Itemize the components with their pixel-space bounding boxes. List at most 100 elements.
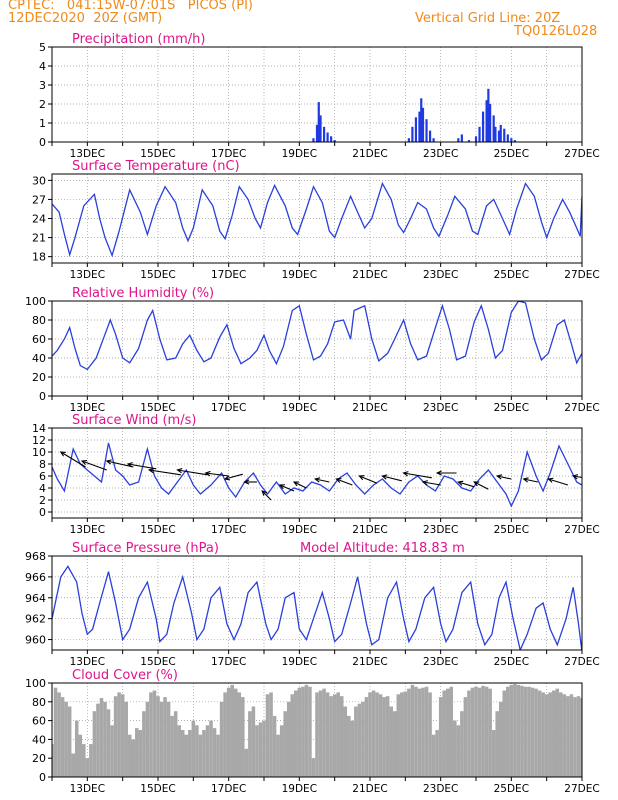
bar	[481, 111, 485, 142]
x-tick-label: 27DEC	[564, 783, 599, 795]
bar	[156, 696, 160, 777]
bar	[131, 739, 136, 777]
y-tick-label: 80	[32, 314, 46, 327]
bar	[308, 686, 312, 777]
bar	[159, 701, 164, 777]
bar	[209, 720, 213, 777]
bar	[492, 115, 495, 142]
bar	[428, 130, 432, 142]
bar	[559, 692, 563, 777]
bar	[534, 688, 538, 777]
x-tick-label: 17DEC	[211, 783, 246, 795]
bar	[85, 758, 90, 777]
bar	[198, 734, 203, 777]
y-tick-label: 0	[39, 506, 46, 519]
series-line	[52, 181, 582, 258]
bar	[145, 701, 150, 777]
x-tick-label: 27DEC	[564, 402, 599, 414]
series-group	[312, 88, 516, 142]
x-tick-label: 19DEC	[282, 656, 317, 668]
y-tick-label: 968	[25, 550, 46, 563]
bar	[330, 136, 333, 142]
bar	[368, 692, 372, 777]
wind-arrow	[522, 477, 538, 483]
x-tick-label: 25DEC	[494, 783, 529, 795]
x-tick-label: 17DEC	[211, 656, 246, 668]
wind-arrow	[126, 462, 157, 470]
bar	[431, 734, 436, 777]
x-tick-label: 17DEC	[211, 148, 246, 160]
bar	[103, 701, 107, 777]
bar	[113, 696, 118, 777]
panel-cloud: Cloud Cover (%) 0 20 40 60 80 100 13DEC 15DEC 17D…	[25, 668, 600, 795]
panel-temp: Surface Temperature (nC) 18 21 24 27 30 13DEC 1…	[32, 159, 600, 281]
x-tick-label: 17DEC	[211, 269, 246, 281]
bar	[375, 692, 379, 777]
y-tick-label: 8	[39, 458, 46, 471]
bar	[237, 692, 242, 777]
x-tick-label: 15DEC	[140, 269, 175, 281]
bar	[555, 688, 560, 777]
bar	[445, 688, 450, 777]
bar	[276, 734, 280, 777]
bar	[279, 725, 284, 777]
x-tick-label: 21DEC	[352, 783, 387, 795]
panel-title: Surface Pressure (hPa)	[72, 541, 219, 556]
x-tick-label: 17DEC	[211, 402, 246, 414]
y-tick-label: 12	[32, 434, 46, 447]
bar	[470, 687, 475, 777]
x-tick-label: 19DEC	[282, 269, 317, 281]
x-tick-label: 13DEC	[70, 402, 105, 414]
x-tick-label: 23DEC	[423, 269, 458, 281]
series-group	[52, 442, 582, 508]
wind-arrows	[59, 451, 582, 501]
wind-arrow	[105, 459, 134, 468]
bar	[428, 692, 432, 777]
panel-title: Surface Temperature (nC)	[72, 159, 240, 174]
y-tick-label: 4	[39, 60, 46, 73]
bar	[350, 720, 355, 777]
bar	[457, 138, 460, 142]
bar	[421, 687, 425, 777]
bar	[503, 128, 506, 142]
bar	[317, 102, 320, 142]
panel-frame	[51, 682, 583, 778]
x-tick-label: 19DEC	[282, 148, 317, 160]
bar	[497, 130, 501, 142]
bar	[177, 725, 181, 777]
bar	[467, 690, 471, 777]
bar	[57, 692, 61, 777]
bar	[499, 124, 502, 142]
wind-arrow	[457, 480, 475, 488]
bar	[92, 711, 97, 777]
bar	[421, 107, 425, 142]
bar	[509, 684, 514, 777]
y-tick-label: 0	[39, 136, 46, 149]
y-tick-label: 40	[32, 733, 46, 746]
bar	[435, 730, 439, 777]
panel-precip: Precipitation (mm/h) 0 1 2 3 4 5 13DEC 15DEC 17DE…	[39, 32, 600, 160]
wind-arrow	[292, 481, 307, 489]
bar	[117, 692, 121, 777]
bar	[523, 686, 528, 777]
panel-title: Relative Humidity (%)	[72, 286, 214, 301]
bar	[456, 725, 461, 777]
y-tick-label: 10	[32, 446, 46, 459]
bar	[195, 725, 199, 777]
bar	[326, 132, 329, 142]
y-tick-label: 60	[32, 715, 46, 728]
bar	[343, 706, 348, 777]
bar	[424, 686, 429, 777]
panel-frame	[51, 555, 583, 651]
bar	[78, 734, 83, 777]
bar	[333, 140, 336, 142]
panel-title: Precipitation (mm/h)	[72, 32, 205, 47]
y-tick-label: 966	[25, 571, 46, 584]
bar	[124, 701, 128, 777]
x-tick-label: 13DEC	[70, 269, 105, 281]
bar	[576, 696, 581, 777]
bar	[272, 715, 277, 777]
y-tick-label: 6	[39, 470, 46, 483]
bar	[173, 711, 178, 777]
x-tick-label: 15DEC	[140, 524, 175, 536]
